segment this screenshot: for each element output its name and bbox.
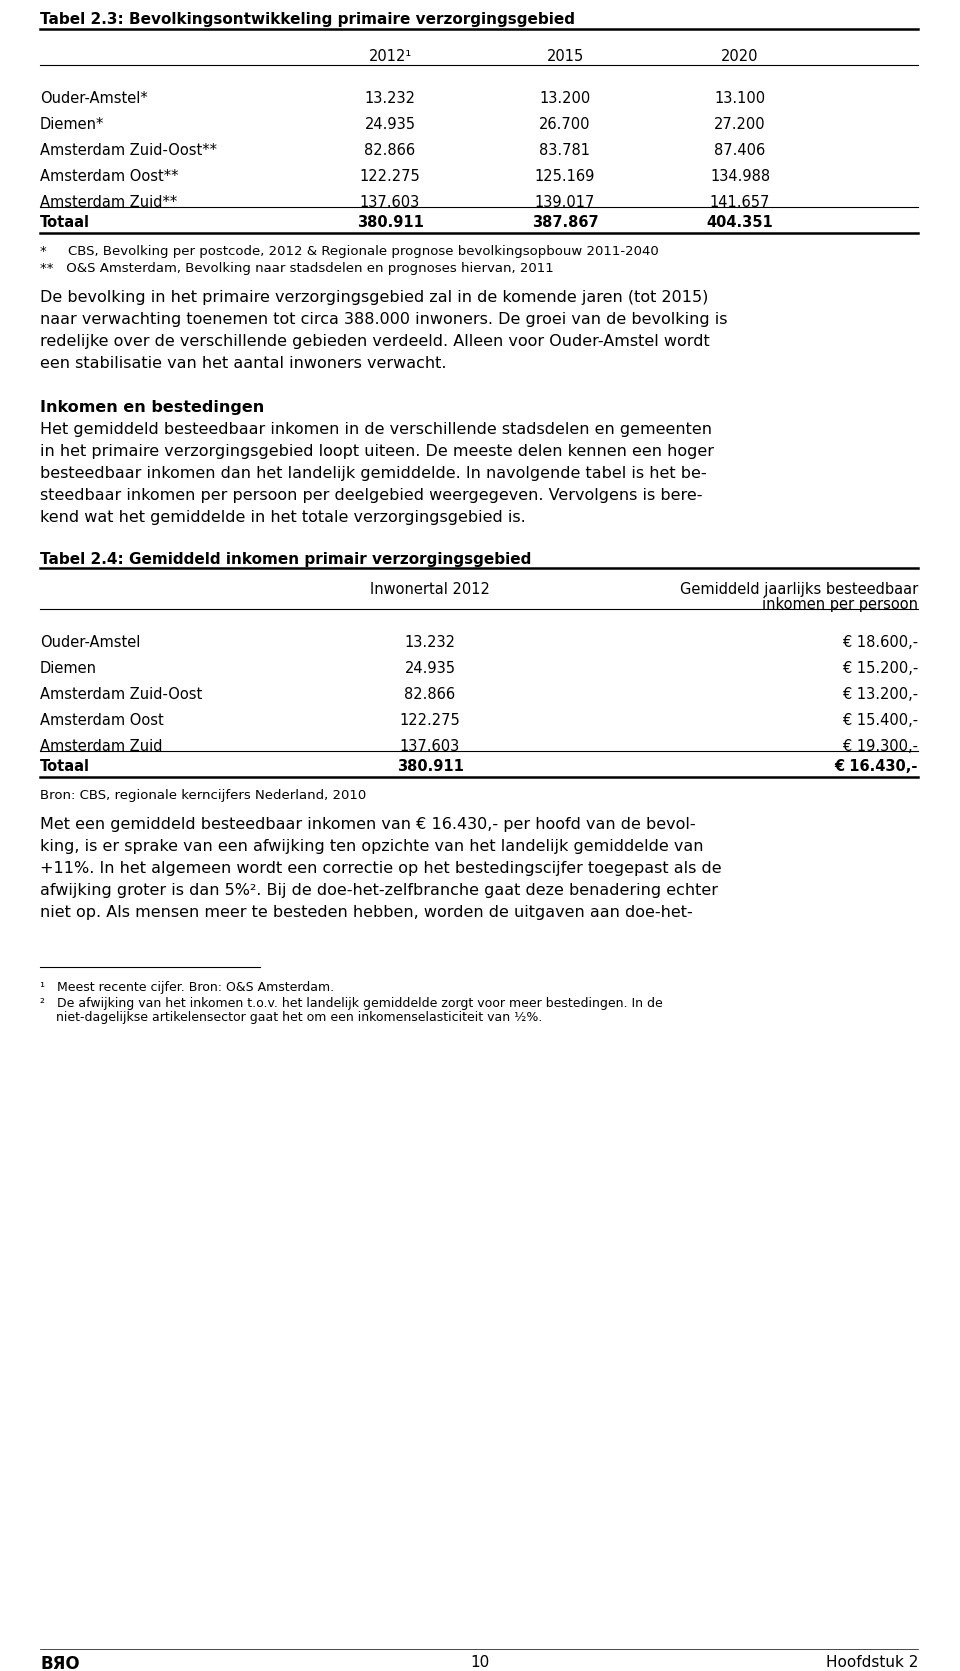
Text: Totaal: Totaal xyxy=(40,216,90,231)
Text: Diemen: Diemen xyxy=(40,662,97,677)
Text: Amsterdam Oost**: Amsterdam Oost** xyxy=(40,169,179,184)
Text: 26.700: 26.700 xyxy=(540,117,590,132)
Text: Amsterdam Oost: Amsterdam Oost xyxy=(40,714,164,729)
Text: ²   De afwijking van het inkomen t.o.v. het landelijk gemiddelde zorgt voor meer: ² De afwijking van het inkomen t.o.v. he… xyxy=(40,998,662,1009)
Text: 380.911: 380.911 xyxy=(396,759,464,774)
Text: Diemen*: Diemen* xyxy=(40,117,105,132)
Text: € 19.300,-: € 19.300,- xyxy=(843,739,918,754)
Text: 139.017: 139.017 xyxy=(535,196,595,211)
Text: € 15.200,-: € 15.200,- xyxy=(843,662,918,677)
Text: 387.867: 387.867 xyxy=(532,216,598,231)
Text: € 18.600,-: € 18.600,- xyxy=(843,635,918,650)
Text: naar verwachting toenemen tot circa 388.000 inwoners. De groei van de bevolking : naar verwachting toenemen tot circa 388.… xyxy=(40,312,728,328)
Text: 122.275: 122.275 xyxy=(399,714,461,729)
Text: 24.935: 24.935 xyxy=(365,117,416,132)
Text: 122.275: 122.275 xyxy=(360,169,420,184)
Text: Hoofdstuk 2: Hoofdstuk 2 xyxy=(826,1654,918,1669)
Text: 13.200: 13.200 xyxy=(540,90,590,105)
Text: redelijke over de verschillende gebieden verdeeld. Alleen voor Ouder-Amstel word: redelijke over de verschillende gebieden… xyxy=(40,334,709,349)
Text: € 13.200,-: € 13.200,- xyxy=(843,687,918,702)
Text: kend wat het gemiddelde in het totale verzorgingsgebied is.: kend wat het gemiddelde in het totale ve… xyxy=(40,510,526,525)
Text: Totaal: Totaal xyxy=(40,759,90,774)
Text: **   O&S Amsterdam, Bevolking naar stadsdelen en prognoses hiervan, 2011: ** O&S Amsterdam, Bevolking naar stadsde… xyxy=(40,262,554,276)
Text: besteedbaar inkomen dan het landelijk gemiddelde. In navolgende tabel is het be-: besteedbaar inkomen dan het landelijk ge… xyxy=(40,466,707,481)
Text: Gemiddeld jaarlijks besteedbaar: Gemiddeld jaarlijks besteedbaar xyxy=(680,582,918,597)
Text: king, is er sprake van een afwijking ten opzichte van het landelijk gemiddelde v: king, is er sprake van een afwijking ten… xyxy=(40,839,704,854)
Text: Amsterdam Zuid: Amsterdam Zuid xyxy=(40,739,162,754)
Text: Inwonertal 2012: Inwonertal 2012 xyxy=(370,582,490,597)
Text: € 15.400,-: € 15.400,- xyxy=(843,714,918,729)
Text: 2012¹: 2012¹ xyxy=(369,48,412,63)
Text: 10: 10 xyxy=(470,1654,490,1669)
Text: Ouder-Amstel*: Ouder-Amstel* xyxy=(40,90,148,105)
Text: 404.351: 404.351 xyxy=(707,216,774,231)
Text: 87.406: 87.406 xyxy=(714,144,766,159)
Text: Ouder-Amstel: Ouder-Amstel xyxy=(40,635,140,650)
Text: steedbaar inkomen per persoon per deelgebied weergegeven. Vervolgens is bere-: steedbaar inkomen per persoon per deelge… xyxy=(40,488,703,503)
Text: 13.232: 13.232 xyxy=(365,90,416,105)
Text: De bevolking in het primaire verzorgingsgebied zal in de komende jaren (tot 2015: De bevolking in het primaire verzorgings… xyxy=(40,291,708,306)
Text: 13.232: 13.232 xyxy=(404,635,455,650)
Text: Tabel 2.4: Gemiddeld inkomen primair verzorgingsgebied: Tabel 2.4: Gemiddeld inkomen primair ver… xyxy=(40,551,532,566)
Text: Amsterdam Zuid**: Amsterdam Zuid** xyxy=(40,196,178,211)
Text: in het primaire verzorgingsgebied loopt uiteen. De meeste delen kennen een hoger: in het primaire verzorgingsgebied loopt … xyxy=(40,444,714,460)
Text: Bron: CBS, regionale kerncijfers Nederland, 2010: Bron: CBS, regionale kerncijfers Nederla… xyxy=(40,789,367,802)
Text: 27.200: 27.200 xyxy=(714,117,766,132)
Text: Amsterdam Zuid-Oost**: Amsterdam Zuid-Oost** xyxy=(40,144,217,159)
Text: Het gemiddeld besteedbaar inkomen in de verschillende stadsdelen en gemeenten: Het gemiddeld besteedbaar inkomen in de … xyxy=(40,423,712,438)
Text: 141.657: 141.657 xyxy=(709,196,770,211)
Text: 82.866: 82.866 xyxy=(404,687,456,702)
Text: 137.603: 137.603 xyxy=(400,739,460,754)
Text: 2015: 2015 xyxy=(546,48,584,63)
Text: *     CBS, Bevolking per postcode, 2012 & Regionale prognose bevolkingsopbouw 20: * CBS, Bevolking per postcode, 2012 & Re… xyxy=(40,246,659,257)
Text: Amsterdam Zuid-Oost: Amsterdam Zuid-Oost xyxy=(40,687,203,702)
Text: 13.100: 13.100 xyxy=(714,90,765,105)
Text: Inkomen en bestedingen: Inkomen en bestedingen xyxy=(40,399,264,414)
Text: 2020: 2020 xyxy=(721,48,758,63)
Text: 380.911: 380.911 xyxy=(356,216,423,231)
Text: 82.866: 82.866 xyxy=(365,144,416,159)
Text: niet-dagelijkse artikelensector gaat het om een inkomenselasticiteit van ½%.: niet-dagelijkse artikelensector gaat het… xyxy=(40,1011,542,1024)
Text: 24.935: 24.935 xyxy=(404,662,455,677)
Text: 137.603: 137.603 xyxy=(360,196,420,211)
Text: afwijking groter is dan 5%². Bij de doe-het-zelfbranche gaat deze benadering ech: afwijking groter is dan 5%². Bij de doe-… xyxy=(40,882,718,897)
Text: een stabilisatie van het aantal inwoners verwacht.: een stabilisatie van het aantal inwoners… xyxy=(40,356,446,371)
Text: 125.169: 125.169 xyxy=(535,169,595,184)
Text: +11%. In het algemeen wordt een correctie op het bestedingscijfer toegepast als : +11%. In het algemeen wordt een correcti… xyxy=(40,861,722,876)
Text: BЯО: BЯО xyxy=(40,1654,80,1671)
Text: niet op. Als mensen meer te besteden hebben, worden de uitgaven aan doe-het-: niet op. Als mensen meer te besteden heb… xyxy=(40,906,693,921)
Text: € 16.430,-: € 16.430,- xyxy=(834,759,918,774)
Text: 134.988: 134.988 xyxy=(710,169,770,184)
Text: 83.781: 83.781 xyxy=(540,144,590,159)
Text: ¹   Meest recente cijfer. Bron: O&S Amsterdam.: ¹ Meest recente cijfer. Bron: O&S Amster… xyxy=(40,981,334,994)
Text: Met een gemiddeld besteedbaar inkomen van € 16.430,- per hoofd van de bevol-: Met een gemiddeld besteedbaar inkomen va… xyxy=(40,817,696,832)
Text: Tabel 2.3: Bevolkingsontwikkeling primaire verzorgingsgebied: Tabel 2.3: Bevolkingsontwikkeling primai… xyxy=(40,12,575,27)
Text: inkomen per persoon: inkomen per persoon xyxy=(762,597,918,612)
